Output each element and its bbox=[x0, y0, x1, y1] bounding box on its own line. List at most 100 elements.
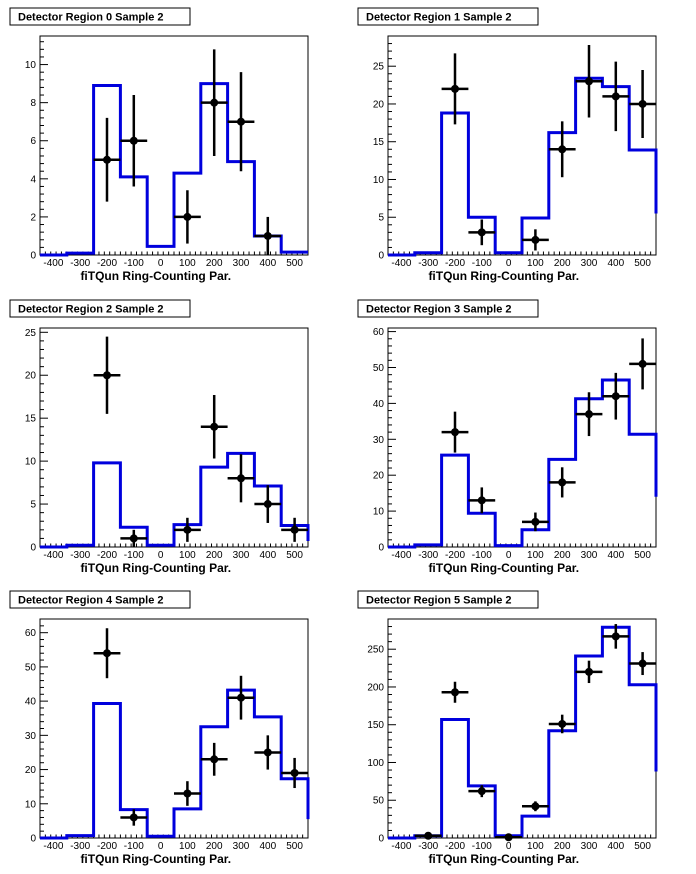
x-tick-label: -300 bbox=[418, 841, 438, 852]
data-point bbox=[263, 748, 272, 757]
data-point bbox=[638, 659, 647, 668]
x-axis-title: fiTQun Ring-Counting Par. bbox=[428, 852, 579, 866]
x-tick-label: -200 bbox=[445, 258, 465, 269]
y-tick-label: 60 bbox=[373, 327, 385, 338]
chart-title: Detector Region 0 Sample 2 bbox=[18, 12, 164, 24]
data-point bbox=[237, 693, 245, 702]
x-tick-label: -200 bbox=[97, 258, 117, 269]
data-point bbox=[558, 719, 567, 728]
x-tick-label: 0 bbox=[506, 841, 512, 852]
x-tick-label: 0 bbox=[506, 258, 512, 269]
x-tick-label: 200 bbox=[554, 258, 571, 269]
x-tick-label: 500 bbox=[286, 550, 303, 561]
y-tick-label: 6 bbox=[30, 136, 36, 147]
chart-panel-4: Detector Region 4 Sample 2 -400 -300 -200 -1… bbox=[9, 590, 310, 866]
chart-title: Detector Region 5 Sample 2 bbox=[366, 595, 512, 607]
y-tick-label: 200 bbox=[367, 682, 384, 693]
x-tick-label: 400 bbox=[607, 258, 624, 269]
mc-histogram-line bbox=[388, 625, 658, 840]
data-point bbox=[263, 231, 272, 240]
y-tick-label: 10 bbox=[25, 60, 37, 71]
x-tick-label: 300 bbox=[581, 258, 598, 269]
y-tick-label: 8 bbox=[30, 98, 36, 109]
x-tick-label: 400 bbox=[607, 550, 624, 561]
x-tick-label: 100 bbox=[527, 258, 544, 269]
y-tick-label: 0 bbox=[30, 251, 36, 262]
x-tick-label: -400 bbox=[391, 550, 411, 561]
data-point bbox=[531, 802, 540, 811]
data-point bbox=[638, 359, 647, 368]
y-tick-label: 15 bbox=[25, 414, 37, 425]
x-tick-label: -300 bbox=[70, 258, 90, 269]
data-point bbox=[451, 84, 459, 93]
y-tick-label: 5 bbox=[378, 213, 384, 224]
plot-frame bbox=[39, 618, 309, 839]
chart-panel-5: Detector Region 5 Sample 2 -400 -300 -200 -1… bbox=[357, 590, 658, 866]
data-point bbox=[451, 688, 459, 697]
chart-panel-2: Detector Region 2 Sample 2 -400 -300 -200 -1… bbox=[9, 299, 310, 575]
data-point bbox=[183, 525, 192, 534]
data-point bbox=[103, 371, 111, 380]
y-tick-label: 0 bbox=[30, 543, 36, 554]
y-tick-label: 10 bbox=[25, 457, 37, 468]
chart-title-box bbox=[357, 299, 539, 318]
chart-title-box bbox=[9, 590, 191, 609]
x-tick-label: -400 bbox=[391, 841, 411, 852]
y-tick-label: 250 bbox=[367, 645, 384, 656]
data-point bbox=[638, 99, 647, 108]
data-point bbox=[237, 474, 245, 483]
data-point bbox=[237, 117, 245, 126]
y-tick-label: 0 bbox=[378, 834, 384, 845]
chart-title: Detector Region 1 Sample 2 bbox=[366, 12, 512, 24]
y-tick-label: 10 bbox=[373, 507, 385, 518]
x-tick-label: -200 bbox=[97, 841, 117, 852]
data-point bbox=[103, 155, 111, 164]
x-tick-label: 300 bbox=[581, 841, 598, 852]
x-tick-label: 0 bbox=[158, 258, 164, 269]
data-point bbox=[477, 787, 486, 796]
data-point bbox=[210, 422, 219, 431]
y-tick-label: 60 bbox=[25, 628, 37, 639]
x-tick-label: 0 bbox=[158, 550, 164, 561]
y-tick-label: 10 bbox=[25, 799, 37, 810]
x-tick-label: 200 bbox=[554, 550, 571, 561]
data-point bbox=[558, 478, 567, 487]
x-tick-label: 100 bbox=[527, 841, 544, 852]
x-tick-label: 500 bbox=[286, 841, 303, 852]
chart-panel-3: Detector Region 3 Sample 2 -400 -300 -200 -1… bbox=[357, 299, 658, 575]
data-point bbox=[424, 831, 433, 840]
x-tick-label: -300 bbox=[418, 258, 438, 269]
data-point bbox=[611, 92, 620, 101]
mc-histogram-line bbox=[40, 451, 310, 549]
data-point bbox=[290, 525, 299, 534]
x-axis-title: fiTQun Ring-Counting Par. bbox=[428, 561, 579, 575]
y-tick-label: 0 bbox=[30, 834, 36, 845]
x-tick-label: -100 bbox=[124, 258, 144, 269]
y-tick-label: 50 bbox=[373, 796, 385, 807]
x-tick-label: -100 bbox=[124, 550, 144, 561]
x-tick-label: 400 bbox=[259, 258, 276, 269]
x-tick-label: 100 bbox=[179, 841, 196, 852]
y-tick-label: 40 bbox=[373, 399, 385, 410]
x-tick-label: -100 bbox=[472, 550, 492, 561]
x-tick-label: -400 bbox=[43, 841, 63, 852]
x-tick-label: 300 bbox=[581, 550, 598, 561]
data-point bbox=[129, 813, 138, 822]
y-tick-label: 20 bbox=[25, 765, 37, 776]
x-tick-label: -100 bbox=[472, 841, 492, 852]
x-tick-label: -400 bbox=[43, 258, 63, 269]
x-axis-title: fiTQun Ring-Counting Par. bbox=[80, 269, 231, 283]
data-point bbox=[129, 136, 138, 145]
data-point bbox=[531, 517, 540, 526]
chart-title-box bbox=[357, 7, 539, 26]
y-tick-label: 25 bbox=[25, 328, 37, 339]
y-tick-label: 20 bbox=[373, 99, 385, 110]
y-tick-label: 15 bbox=[373, 137, 385, 148]
data-point bbox=[263, 500, 272, 509]
chart-title: Detector Region 2 Sample 2 bbox=[18, 304, 164, 316]
y-tick-label: 30 bbox=[25, 731, 37, 742]
data-point bbox=[611, 632, 620, 641]
x-tick-label: 300 bbox=[233, 550, 250, 561]
x-tick-label: 500 bbox=[634, 550, 651, 561]
